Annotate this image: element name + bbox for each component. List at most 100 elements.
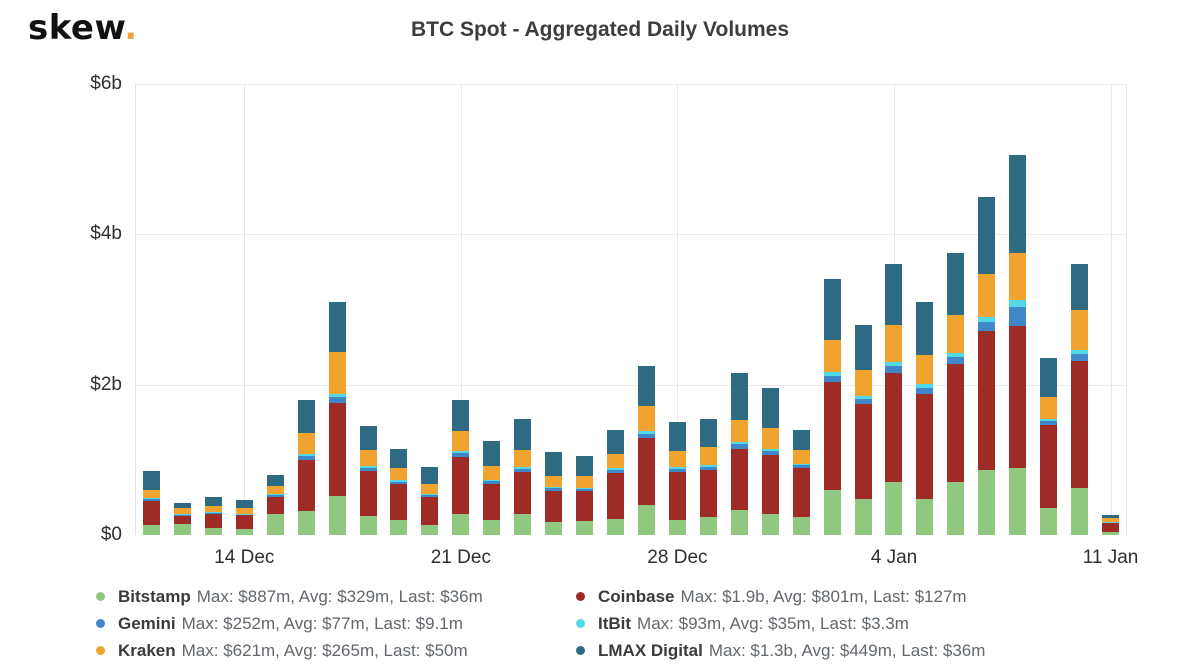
bar-segment-coinbase: [668, 471, 686, 520]
legend-series-stats: Max: $93m, Avg: $35m, Last: $3.3m: [637, 614, 909, 633]
bar-segment-lmax-digital: [235, 499, 253, 508]
bar-segment-coinbase: [792, 468, 810, 517]
legend-item-gemini[interactable]: Gemini Max: $252m, Avg: $77m, Last: $9.1m: [96, 613, 576, 634]
bar-segment-gemini: [359, 468, 377, 472]
y-axis-tick-label: $6b: [90, 73, 122, 94]
legend-series-name: ItBit: [598, 614, 632, 633]
bar-segment-lmax-digital: [947, 253, 965, 315]
bar-segment-coinbase: [142, 501, 160, 526]
bar-segment-lmax-digital: [297, 399, 315, 433]
bar-segment-itbit: [359, 466, 377, 469]
bar-segment-lmax-digital: [668, 422, 686, 451]
logo-text: skew: [28, 8, 125, 48]
bar-segment-gemini: [576, 489, 594, 492]
legend-item-itbit[interactable]: ItBit Max: $93m, Avg: $35m, Last: $3.3m: [576, 613, 985, 634]
bar-segment-coinbase: [761, 454, 779, 514]
bar-segment-kraken: [421, 483, 439, 494]
bar-segment-bitstamp: [483, 519, 501, 535]
bar-segment-kraken: [668, 450, 686, 467]
bar-segment-gemini: [1102, 522, 1120, 523]
v-gridline: [244, 84, 246, 535]
bar-segment-gemini: [607, 470, 625, 473]
bar-segment-gemini: [637, 433, 655, 439]
legend-item-lmax-digital[interactable]: LMAX Digital Max: $1.3b, Avg: $449m, Last…: [576, 640, 985, 661]
bar-segment-lmax-digital: [637, 365, 655, 406]
bar-segment-itbit: [328, 393, 346, 398]
bar-segment-lmax-digital: [452, 399, 470, 432]
bar-segment-itbit: [545, 486, 563, 489]
bar-segment-itbit: [266, 494, 284, 496]
x-axis-tick-label: 14 Dec: [214, 547, 275, 568]
bar-segment-gemini: [483, 481, 501, 484]
bar-segment-bitstamp: [823, 489, 841, 535]
bar-segment-coinbase: [359, 471, 377, 517]
bar-segment-bitstamp: [978, 469, 996, 535]
bar-segment-kraken: [266, 486, 284, 495]
bar-segment-gemini: [545, 488, 563, 491]
bar-segment-gemini: [885, 366, 903, 374]
bar-segment-lmax-digital: [1009, 155, 1027, 253]
bar-segment-bitstamp: [607, 519, 625, 535]
legend-dot: [576, 619, 585, 628]
bar-segment-gemini: [514, 468, 532, 472]
bar-segment-kraken: [576, 476, 594, 488]
bar-segment-gemini: [916, 387, 934, 394]
bar-segment-kraken: [637, 405, 655, 431]
bar-segment-kraken: [947, 314, 965, 353]
bar-segment-gemini: [761, 450, 779, 455]
bar-segment-kraken: [142, 489, 160, 498]
bar-segment-itbit: [699, 464, 717, 467]
bar-segment-kraken: [483, 466, 501, 480]
bar-segment-kraken: [1009, 252, 1027, 300]
bar-segment-lmax-digital: [978, 196, 996, 275]
bar-segment-itbit: [823, 371, 841, 376]
bar-segment-bitstamp: [142, 525, 160, 535]
bar-segment-coinbase: [297, 459, 315, 511]
bar-segment-bitstamp: [730, 510, 748, 535]
bar-segment-coinbase: [916, 393, 934, 499]
legend-item-kraken[interactable]: Kraken Max: $621m, Avg: $265m, Last: $50m: [96, 640, 576, 661]
bar-segment-itbit: [514, 466, 532, 469]
bar-segment-coinbase: [823, 382, 841, 490]
legend-series-name: LMAX Digital: [598, 641, 703, 660]
bar-segment-bitstamp: [1071, 488, 1089, 535]
bar-segment-coinbase: [514, 471, 532, 514]
bar-segment-coinbase: [947, 363, 965, 483]
bar-segment-gemini: [1009, 306, 1027, 326]
bar-segment-coinbase: [730, 448, 748, 511]
bar-segment-kraken: [235, 507, 253, 514]
bar-segment-kraken: [204, 506, 222, 513]
bar-segment-kraken: [328, 351, 346, 394]
legend-dot: [576, 646, 585, 655]
bar-segment-lmax-digital: [545, 452, 563, 476]
v-gridline: [1110, 84, 1112, 535]
bar-segment-itbit: [483, 479, 501, 482]
bar-segment-coinbase: [607, 472, 625, 520]
legend-series-name: Coinbase: [598, 587, 675, 606]
bar-segment-itbit: [452, 450, 470, 454]
bar-segment-coinbase: [545, 490, 563, 523]
bar-segment-coinbase: [483, 483, 501, 520]
bar-segment-gemini: [730, 444, 748, 449]
bar-segment-gemini: [668, 468, 686, 472]
logo-dot: .: [124, 8, 138, 48]
bar-segment-itbit: [576, 487, 594, 490]
bar-segment-kraken: [607, 453, 625, 469]
legend-item-bitstamp[interactable]: Bitstamp Max: $887m, Avg: $329m, Last: $3…: [96, 586, 576, 607]
bar-segment-itbit: [235, 513, 253, 515]
bar-segment-lmax-digital: [576, 456, 594, 477]
bar-segment-coinbase: [266, 496, 284, 514]
bar-segment-gemini: [699, 466, 717, 471]
bar-segment-itbit: [173, 513, 191, 515]
legend-item-coinbase[interactable]: Coinbase Max: $1.9b, Avg: $801m, Last: $1…: [576, 586, 985, 607]
bar-segment-bitstamp: [235, 529, 253, 535]
bar-segment-itbit: [978, 317, 996, 323]
skew-logo: skew.: [28, 8, 138, 48]
bar-segment-kraken: [792, 450, 810, 464]
bar-segment-itbit: [854, 395, 872, 399]
bar-segment-lmax-digital: [1040, 358, 1058, 397]
bar-segment-coinbase: [885, 373, 903, 483]
chart-title: BTC Spot - Aggregated Daily Volumes: [410, 18, 790, 41]
bar-segment-kraken: [978, 274, 996, 318]
bar-segment-lmax-digital: [359, 426, 377, 451]
